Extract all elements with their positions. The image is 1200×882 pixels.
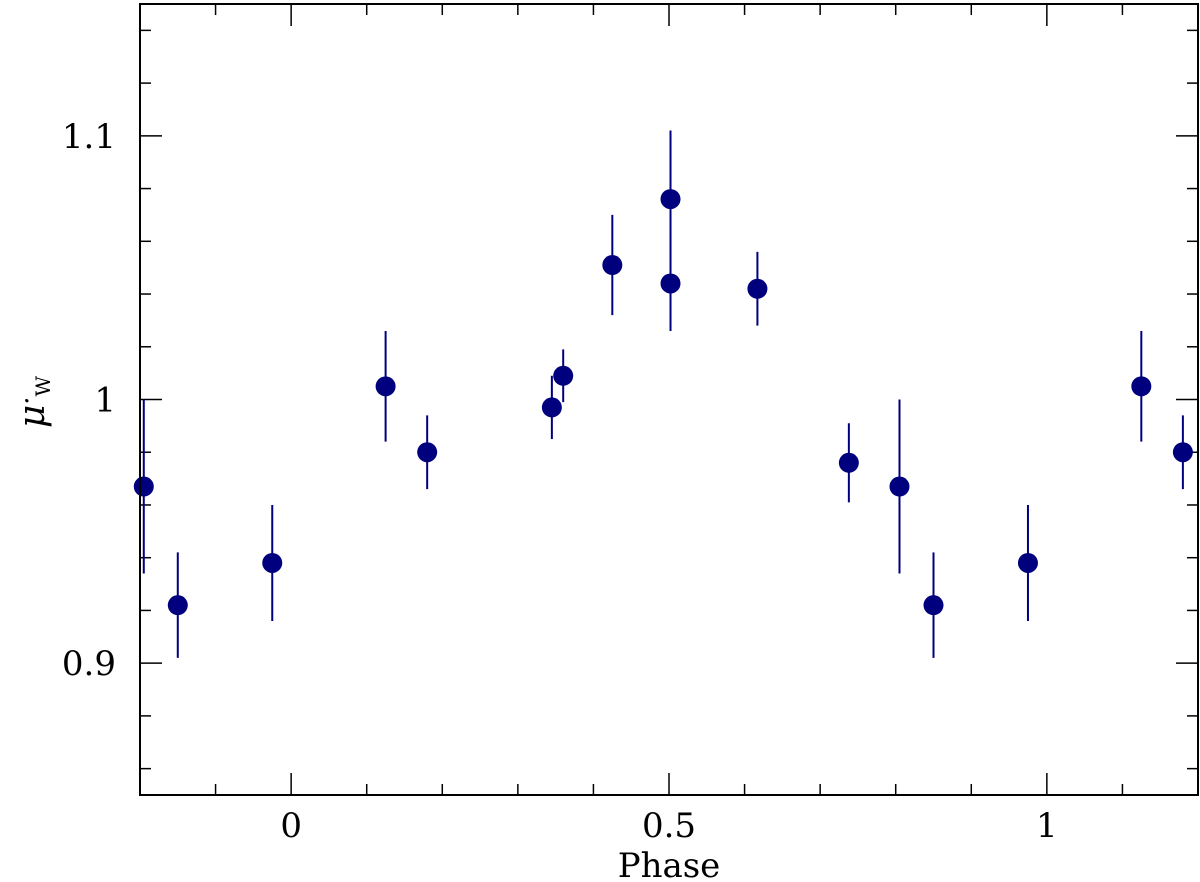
x-tick-label: 0.5 xyxy=(642,806,696,846)
data-point xyxy=(923,595,944,616)
data-point xyxy=(889,476,910,497)
y-axis-label: μ·W xyxy=(12,375,55,428)
x-tick-labels: 0 0.5 1 xyxy=(280,806,1057,846)
data-markers xyxy=(133,189,1193,616)
x-tick-label: 0 xyxy=(280,806,302,846)
y-axis-label-dot: · xyxy=(13,396,43,404)
y-tick-label: 0.9 xyxy=(62,644,116,684)
data-point xyxy=(838,452,859,473)
data-point xyxy=(1172,442,1193,463)
data-point xyxy=(262,552,283,573)
y-tick-label: 1.1 xyxy=(62,117,116,157)
data-point xyxy=(660,189,681,210)
y-axis-label-sub: W xyxy=(31,375,55,396)
data-point xyxy=(602,255,623,276)
data-point xyxy=(660,273,681,294)
data-point xyxy=(375,376,396,397)
plot-frame xyxy=(139,3,1199,796)
minor-ticks xyxy=(139,4,1199,795)
data-point xyxy=(417,442,438,463)
error-bars xyxy=(142,130,1184,658)
data-point xyxy=(1017,552,1038,573)
data-point xyxy=(1131,376,1152,397)
major-ticks xyxy=(140,4,1198,795)
svg-text:μ·W: μ·W xyxy=(12,375,55,428)
y-axis-label-mu: μ xyxy=(12,405,53,428)
data-point xyxy=(133,476,154,497)
x-axis-label: Phase xyxy=(618,846,721,882)
data-point xyxy=(167,595,188,616)
data-point xyxy=(747,278,768,299)
data-point xyxy=(541,397,562,418)
x-tick-label: 1 xyxy=(1036,806,1058,846)
data-point xyxy=(553,365,574,386)
y-tick-label: 1 xyxy=(94,381,116,421)
y-tick-labels: 0.9 1 1.1 xyxy=(62,117,116,684)
